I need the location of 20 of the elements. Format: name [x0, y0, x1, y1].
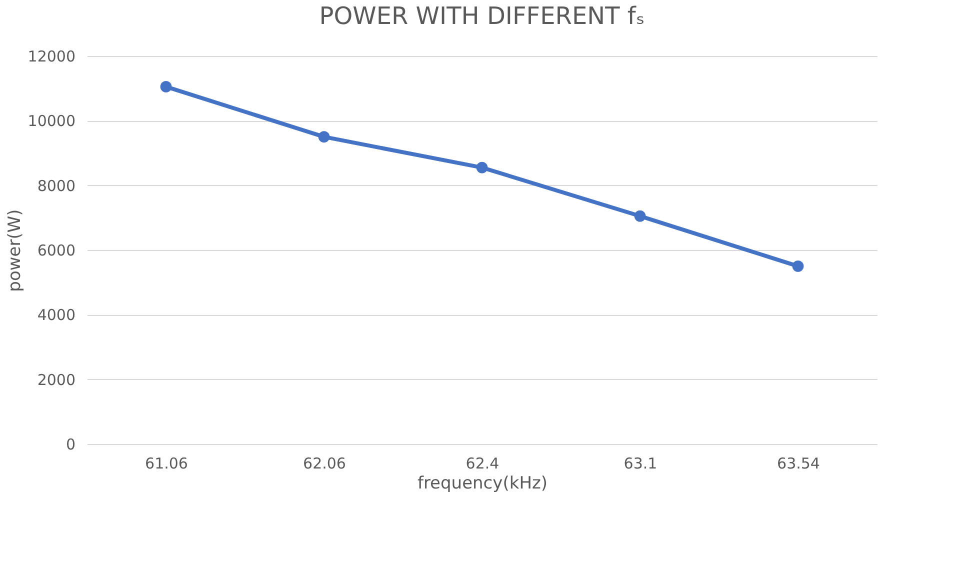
y-tick-label: 2000 — [37, 370, 76, 389]
x-tick-label: 62.06 — [303, 454, 346, 472]
point — [160, 81, 172, 92]
y-tick-label: 6000 — [37, 242, 76, 260]
x-tick-label: 63.1 — [624, 454, 658, 472]
x-axis-title: frequency(kHz) — [417, 474, 548, 494]
y-tick-label: 8000 — [37, 176, 76, 195]
x-tick-label: 62.4 — [466, 454, 500, 472]
point — [318, 131, 330, 143]
y-tick-label: 0 — [66, 436, 76, 454]
x-tick-label: 63.54 — [777, 454, 820, 472]
point — [476, 162, 488, 174]
point — [792, 260, 804, 272]
x-tick-label: 61.06 — [145, 454, 188, 472]
y-tick-label: 10000 — [28, 112, 76, 130]
y-tick-label: 4000 — [37, 306, 76, 324]
chart-title: POWER WITH DIFFERENT fₛ — [319, 2, 645, 30]
y-tick-label: 12000 — [28, 48, 76, 66]
point — [634, 210, 646, 222]
y-axis-title: power(W) — [4, 209, 25, 292]
